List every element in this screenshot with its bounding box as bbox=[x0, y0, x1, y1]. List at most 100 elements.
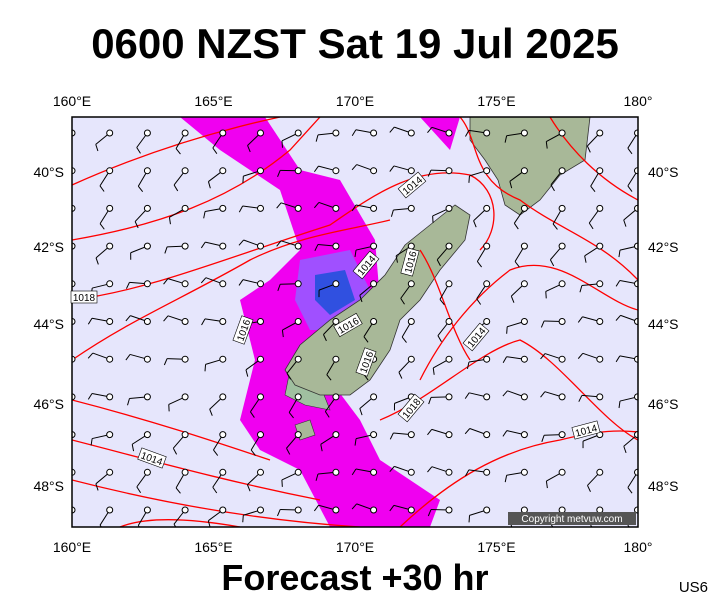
barb-station bbox=[597, 130, 603, 136]
barb-staff bbox=[281, 542, 298, 548]
barb-station bbox=[258, 205, 264, 211]
barb-station bbox=[333, 281, 339, 287]
barb-station bbox=[597, 469, 603, 475]
barb-station bbox=[107, 130, 113, 136]
barb-station bbox=[182, 394, 188, 400]
barb-station bbox=[220, 356, 226, 362]
barb-station bbox=[144, 545, 150, 551]
barb-station bbox=[521, 545, 527, 551]
barb-station bbox=[258, 356, 264, 362]
barb-station bbox=[295, 243, 301, 249]
barb-station bbox=[408, 356, 414, 362]
barb-station bbox=[144, 130, 150, 136]
barb-station bbox=[258, 168, 264, 174]
barb-station bbox=[333, 356, 339, 362]
barb-staff bbox=[54, 433, 72, 435]
barb-station bbox=[521, 243, 527, 249]
lat-label: 40°S bbox=[648, 164, 679, 180]
barb-flag bbox=[507, 327, 508, 334]
barb-staff bbox=[319, 542, 336, 548]
barb-station bbox=[107, 205, 113, 211]
lon-label: 165°E bbox=[194, 93, 232, 109]
barb-station bbox=[144, 394, 150, 400]
barb-station bbox=[333, 394, 339, 400]
barb-station bbox=[295, 394, 301, 400]
barb-station bbox=[144, 432, 150, 438]
barb-station bbox=[220, 394, 226, 400]
barb-flag bbox=[553, 563, 557, 568]
barb-station bbox=[258, 319, 264, 325]
barb-station bbox=[521, 356, 527, 362]
barb-station bbox=[220, 205, 226, 211]
barb-station bbox=[446, 243, 452, 249]
forecast: Forecast +30 hr bbox=[221, 557, 488, 598]
barb-station bbox=[371, 205, 377, 211]
lat-label: 48°S bbox=[33, 478, 64, 494]
barb-staff bbox=[100, 548, 110, 563]
barb-flag bbox=[60, 523, 63, 529]
barb-station bbox=[446, 432, 452, 438]
barb-flag bbox=[277, 542, 281, 547]
barb-station bbox=[182, 205, 188, 211]
barb-station bbox=[559, 469, 565, 475]
barb-station bbox=[144, 469, 150, 475]
barb-station bbox=[446, 469, 452, 475]
barb-station bbox=[521, 394, 527, 400]
barb-station bbox=[182, 356, 188, 362]
barb-station bbox=[484, 281, 490, 287]
barb-station bbox=[144, 168, 150, 174]
barb-station bbox=[559, 356, 565, 362]
barb-station bbox=[144, 205, 150, 211]
barb-station bbox=[295, 168, 301, 174]
barb-station bbox=[107, 319, 113, 325]
barb-station bbox=[408, 507, 414, 513]
barb-flag bbox=[57, 294, 58, 301]
barb-station bbox=[107, 545, 113, 551]
title: 0600 NZST Sat 19 Jul 2025 bbox=[91, 20, 619, 67]
barb-staff bbox=[589, 548, 600, 563]
barb-flag bbox=[100, 563, 104, 569]
lon-label: 180° bbox=[624, 539, 653, 555]
barb-station bbox=[446, 319, 452, 325]
barb-station bbox=[295, 319, 301, 325]
barb-station bbox=[559, 281, 565, 287]
barb-station bbox=[258, 130, 264, 136]
barb-station bbox=[597, 281, 603, 287]
barb-station bbox=[408, 168, 414, 174]
barb-station bbox=[333, 507, 339, 513]
barb-station bbox=[182, 507, 188, 513]
barb-station bbox=[258, 243, 264, 249]
barb-station bbox=[107, 469, 113, 475]
barb-station bbox=[182, 545, 188, 551]
barb-station bbox=[521, 432, 527, 438]
barb-flag bbox=[59, 184, 62, 190]
barb-flag bbox=[469, 176, 470, 183]
barb-flag bbox=[63, 224, 67, 230]
barb-station bbox=[521, 130, 527, 136]
barb-station bbox=[408, 281, 414, 287]
barb-station bbox=[559, 130, 565, 136]
barb-station bbox=[258, 394, 264, 400]
barb-station bbox=[521, 205, 527, 211]
barb-station bbox=[597, 545, 603, 551]
barb-staff bbox=[55, 355, 72, 360]
barb-station bbox=[182, 168, 188, 174]
barb-station bbox=[371, 432, 377, 438]
lon-label: 175°E bbox=[477, 539, 515, 555]
barb-station bbox=[333, 168, 339, 174]
barb-station bbox=[484, 243, 490, 249]
barb-staff bbox=[63, 208, 72, 223]
barb-station bbox=[484, 432, 490, 438]
barb-staff bbox=[393, 548, 411, 550]
barb-station bbox=[220, 432, 226, 438]
barb-station bbox=[333, 432, 339, 438]
barb-station bbox=[107, 394, 113, 400]
barb-staff bbox=[60, 510, 72, 523]
barb-station bbox=[559, 243, 565, 249]
copyright: Copyright metvuw.com bbox=[521, 514, 622, 525]
barb-flag bbox=[63, 563, 67, 568]
isobar-label: 1018 bbox=[71, 291, 97, 304]
lon-label: 160°E bbox=[53, 539, 91, 555]
barb-flag bbox=[314, 542, 319, 547]
barb-station bbox=[521, 469, 527, 475]
